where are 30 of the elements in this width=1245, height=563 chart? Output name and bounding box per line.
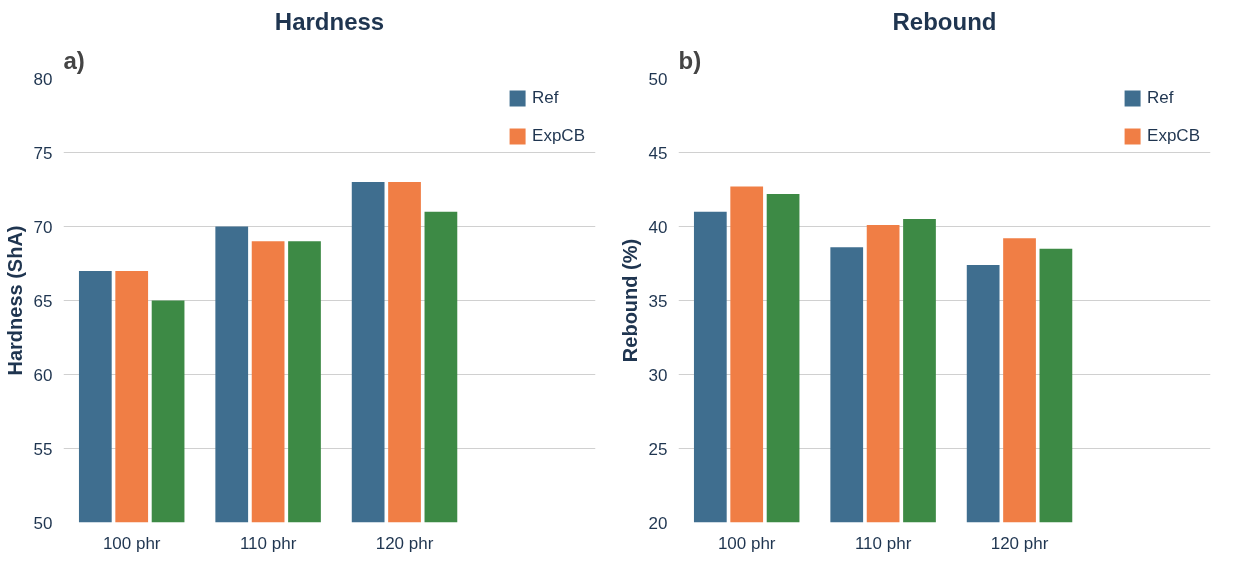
legend-label: ExpCB bbox=[532, 126, 585, 146]
y-tick-label: 25 bbox=[648, 439, 668, 459]
y-tick-label: 40 bbox=[648, 217, 668, 237]
legend-label: Ref bbox=[532, 88, 559, 108]
y-tick-label: 55 bbox=[33, 439, 53, 459]
x-tick-label: 110 phr bbox=[854, 533, 912, 553]
y-tick-label: 65 bbox=[33, 291, 53, 311]
y-axis-title: Hardness (ShA) bbox=[3, 225, 26, 376]
y-tick-label: 30 bbox=[648, 365, 668, 385]
y-tick-label: 75 bbox=[33, 143, 53, 163]
legend-label: Ref bbox=[1147, 88, 1174, 108]
y-tick-label: 20 bbox=[648, 513, 668, 533]
chart-title: Rebound bbox=[892, 7, 997, 35]
text: a) bbox=[63, 46, 85, 74]
text: b) bbox=[678, 46, 702, 74]
y-axis-title: Rebound (%) bbox=[618, 238, 641, 363]
y-tick-label: 80 bbox=[33, 69, 53, 89]
y-tick-label: 50 bbox=[33, 513, 53, 533]
y-tick-label: 35 bbox=[648, 291, 668, 311]
x-tick-label: 110 phr bbox=[239, 533, 297, 553]
y-tick-label: 70 bbox=[33, 217, 53, 237]
x-tick-label: 100 phr bbox=[102, 533, 161, 553]
y-tick-label: 60 bbox=[33, 365, 53, 385]
y-tick-label: 50 bbox=[648, 69, 668, 89]
x-tick-label: 120 phr bbox=[990, 533, 1049, 553]
y-tick-label: 45 bbox=[648, 143, 668, 163]
chart-title: Hardness bbox=[274, 7, 385, 35]
x-tick-label: 120 phr bbox=[375, 533, 434, 553]
legend-label: ExpCB bbox=[1147, 126, 1200, 146]
x-tick-label: 100 phr bbox=[717, 533, 776, 553]
